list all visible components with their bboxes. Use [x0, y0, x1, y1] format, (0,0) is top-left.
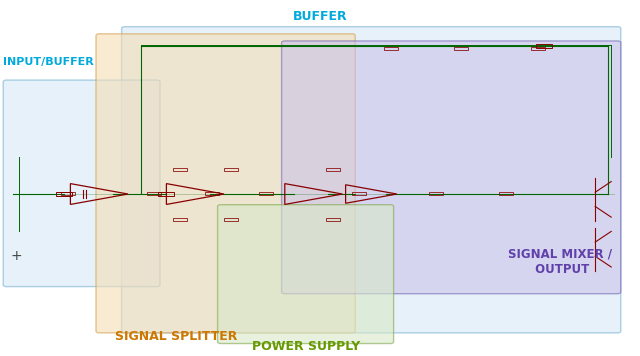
Bar [384, 47, 398, 50]
Text: BUFFER: BUFFER [292, 10, 348, 22]
Bar [259, 192, 273, 195]
FancyBboxPatch shape [282, 41, 621, 294]
Bar [499, 192, 513, 195]
Bar [531, 47, 545, 50]
Text: +: + [10, 249, 22, 263]
Bar [173, 168, 187, 171]
Text: POWER SUPPLY: POWER SUPPLY [252, 340, 360, 352]
Text: SIGNAL SPLITTER: SIGNAL SPLITTER [115, 330, 237, 343]
Bar [61, 192, 75, 195]
Bar [429, 192, 443, 195]
FancyBboxPatch shape [3, 80, 160, 287]
Text: SIGNAL MIXER /
 OUTPUT: SIGNAL MIXER / OUTPUT [508, 248, 612, 276]
Bar [454, 47, 468, 50]
FancyBboxPatch shape [218, 205, 394, 344]
Bar [352, 192, 366, 195]
Bar [224, 218, 238, 221]
Bar [159, 192, 175, 196]
Bar [205, 192, 219, 195]
Bar [326, 218, 340, 221]
FancyBboxPatch shape [96, 34, 355, 333]
Bar [147, 192, 161, 195]
Bar [536, 44, 552, 48]
FancyBboxPatch shape [122, 27, 621, 333]
Bar [224, 168, 238, 171]
Bar [173, 218, 187, 221]
Text: INPUT/BUFFER: INPUT/BUFFER [3, 57, 94, 67]
Bar [56, 192, 72, 196]
Bar [326, 168, 340, 171]
